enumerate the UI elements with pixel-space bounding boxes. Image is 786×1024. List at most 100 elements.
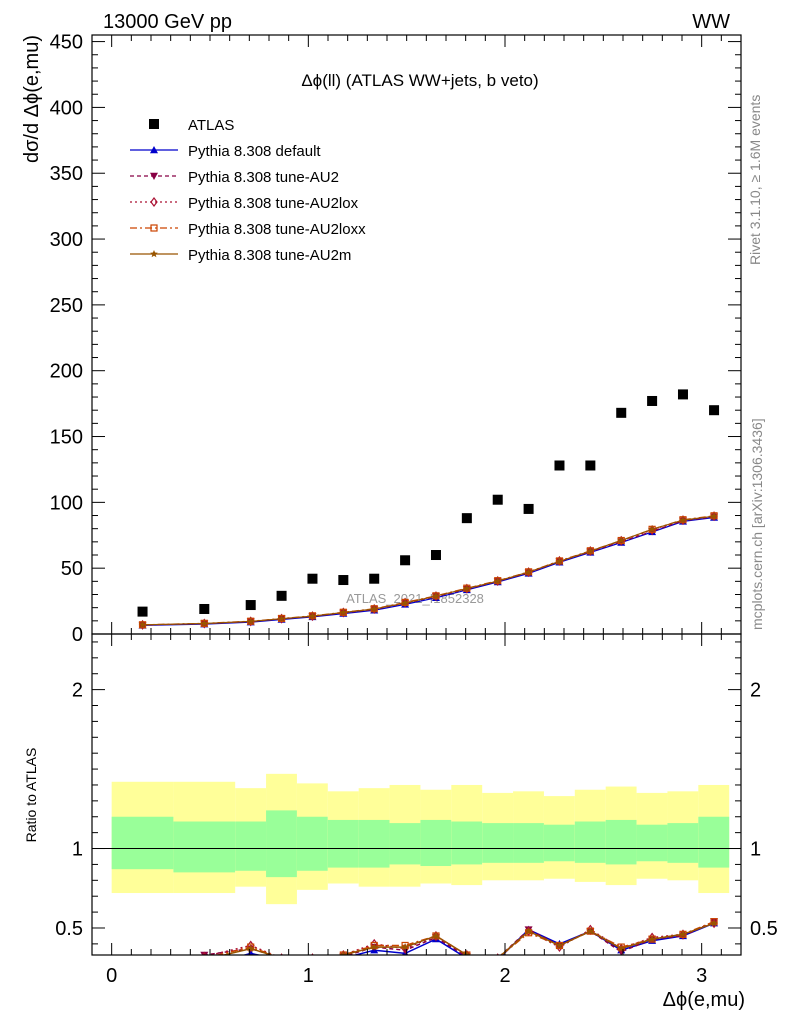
ratio-series-point bbox=[679, 930, 687, 938]
ratio-band-inner bbox=[111, 816, 174, 870]
series-line bbox=[142, 515, 715, 626]
ratio-series-point bbox=[586, 927, 595, 935]
legend-marker bbox=[150, 197, 158, 207]
y-tick-label: 400 bbox=[50, 97, 83, 119]
rivet-label: Rivet 3.1.10, ≥ 1.6M events bbox=[747, 95, 763, 265]
series-point bbox=[710, 512, 718, 520]
x-axis-label: Δϕ(e,mu) bbox=[663, 989, 745, 1011]
ratio-series-point bbox=[432, 931, 440, 940]
ratio-series-point bbox=[140, 965, 146, 971]
ratio-series-line bbox=[207, 922, 715, 955]
ratio-y-tick-label-right: 2 bbox=[750, 680, 761, 702]
data-point bbox=[400, 555, 411, 566]
data-point bbox=[245, 600, 256, 611]
ratio-band-inner bbox=[605, 819, 637, 865]
series-point bbox=[200, 619, 209, 627]
data-point bbox=[199, 603, 210, 614]
legend-marker bbox=[150, 172, 158, 180]
ratio-y-tick-label-right: 0.5 bbox=[750, 918, 778, 940]
chart-title: Δϕ(ll) (ATLAS WW+jets, b veto) bbox=[301, 71, 538, 90]
header-right-label: WW bbox=[692, 11, 730, 33]
ratio-series-point bbox=[277, 954, 286, 955]
series-point bbox=[648, 525, 656, 533]
y-tick-label: 350 bbox=[50, 163, 83, 185]
x-tick-label: 1 bbox=[303, 965, 314, 987]
data-point bbox=[492, 494, 503, 505]
legend-label: Pythia 8.308 default bbox=[188, 143, 321, 160]
series-point bbox=[555, 557, 564, 565]
ratio-band-inner bbox=[698, 816, 730, 868]
data-point bbox=[338, 575, 349, 586]
ratio-frame bbox=[91, 633, 742, 956]
series-point bbox=[246, 617, 255, 625]
data-point bbox=[647, 395, 658, 406]
ratio-y-tick-label-right: 1 bbox=[750, 839, 761, 861]
ratio-band-inner bbox=[296, 816, 328, 871]
legend-label: Pythia 8.308 tune-AU2m bbox=[188, 247, 351, 264]
ratio-series-point bbox=[401, 943, 409, 951]
series-point bbox=[524, 568, 533, 576]
y-tick-label: 100 bbox=[50, 492, 83, 514]
data-point bbox=[307, 573, 318, 584]
series-point bbox=[308, 612, 317, 620]
ratio-series-point bbox=[494, 956, 502, 963]
ratio-series-point bbox=[139, 967, 147, 974]
ratio-series-point bbox=[555, 941, 564, 949]
legend-marker bbox=[150, 250, 158, 258]
header-left-label: 13000 GeV pp bbox=[103, 11, 232, 33]
ratio-band-inner bbox=[389, 823, 421, 865]
ratio-band-inner bbox=[513, 823, 544, 863]
series-point bbox=[679, 516, 687, 524]
ratio-series-point bbox=[339, 951, 348, 955]
mcplots-label: mcplots.cern.ch [arXiv:1306.3436] bbox=[749, 418, 765, 630]
ratio-series-point bbox=[246, 944, 255, 952]
ratio-series-point bbox=[494, 954, 502, 955]
series-point bbox=[277, 614, 286, 622]
ratio-band-inner bbox=[235, 821, 267, 871]
watermark-label: ATLAS_2021_I1852328 bbox=[346, 591, 484, 606]
data-point bbox=[709, 405, 720, 416]
y-axis-label: dσ/d Δϕ(e,mu) bbox=[21, 35, 43, 163]
ratio-series-point bbox=[200, 962, 208, 969]
ratio-band-inner bbox=[327, 819, 359, 868]
legend-marker bbox=[150, 146, 158, 154]
series-point bbox=[370, 605, 378, 613]
ratio-series-point bbox=[200, 954, 208, 955]
x-tick-label: 3 bbox=[696, 965, 707, 987]
series-point bbox=[401, 599, 409, 607]
ratio-series-point bbox=[710, 919, 718, 927]
ratio-series-point bbox=[308, 954, 317, 955]
x-tick-label: 2 bbox=[499, 965, 510, 987]
legend-label: Pythia 8.308 tune-AU2lox bbox=[188, 195, 359, 212]
series-line bbox=[142, 516, 715, 626]
series-point bbox=[401, 597, 409, 608]
ratio-band-inner bbox=[636, 824, 668, 862]
main-plot-area: ATLAS_2021_I1852328 Δϕ(ll) (ATLAS WW+jet… bbox=[21, 32, 742, 646]
ratio-series-point bbox=[463, 951, 471, 955]
data-point bbox=[677, 389, 688, 400]
x-tick-label: 0 bbox=[106, 965, 117, 987]
series-point bbox=[339, 608, 348, 616]
legend-marker bbox=[149, 119, 159, 129]
ratio-band-inner bbox=[574, 821, 606, 863]
ratio-y-axis-label: Ratio to ATLAS bbox=[23, 748, 39, 843]
legend-marker bbox=[150, 224, 158, 232]
series-point bbox=[138, 620, 147, 628]
ratio-series-point bbox=[140, 964, 146, 972]
y-tick-label: 150 bbox=[50, 427, 83, 449]
series-point bbox=[617, 536, 625, 544]
data-point bbox=[137, 606, 148, 617]
y-tick-label: 0 bbox=[72, 624, 83, 646]
series-line bbox=[142, 515, 715, 626]
ratio-series-point bbox=[278, 956, 286, 963]
series-point bbox=[463, 584, 471, 592]
legend-label: Pythia 8.308 tune-AU2 bbox=[188, 169, 339, 186]
y-tick-label: 300 bbox=[50, 229, 83, 251]
data-point bbox=[554, 460, 565, 471]
data-point bbox=[461, 513, 472, 524]
ratio-band-inner bbox=[667, 823, 699, 863]
ratio-band-inner bbox=[420, 819, 452, 867]
ratio-band-inner bbox=[482, 823, 514, 863]
ratio-y-tick-label: 1 bbox=[72, 839, 83, 861]
